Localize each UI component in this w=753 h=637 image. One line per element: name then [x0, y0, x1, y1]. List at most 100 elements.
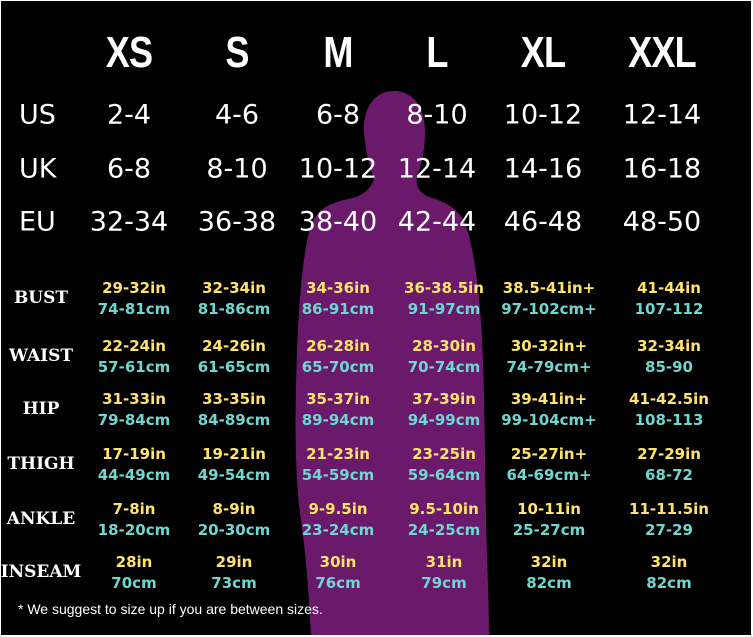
measurement-in-waist-m: 26-28in — [306, 337, 370, 355]
measurement-in-ankle-xs: 7-8in — [112, 500, 156, 518]
measurement-in-thigh-xxl: 27-29in — [637, 445, 701, 463]
measurement-in-inseam-xs: 28in — [115, 553, 153, 571]
size-value-us-xxl: 12-14 — [622, 99, 702, 131]
measurement-in-hip-s: 33-35in — [202, 390, 266, 408]
measurement-cm-waist-s: 61-65cm — [197, 358, 271, 376]
measurement-in-inseam-xl: 32in — [530, 553, 568, 571]
silhouette-shape — [295, 91, 489, 635]
size-value-us-s: 4-6 — [214, 99, 260, 131]
measurement-in-hip-xs: 31-33in — [102, 390, 166, 408]
measurement-cm-ankle-xl: 25-27cm — [512, 521, 586, 539]
measurement-in-bust-xxl: 41-44in — [637, 279, 701, 297]
size-value-eu-xxl: 48-50 — [622, 206, 702, 238]
measurement-cm-hip-xl: 99-104cm+ — [501, 411, 597, 429]
measurement-cm-thigh-l: 59-64cm — [407, 466, 481, 484]
measurement-cm-inseam-xxl: 82cm — [646, 574, 692, 592]
measurement-in-hip-xxl: 41-42.5in — [629, 390, 709, 408]
measurement-cm-thigh-xs: 44-49cm — [97, 466, 171, 484]
measurement-cm-inseam-s: 73cm — [211, 574, 257, 592]
size-value-uk-xl: 14-16 — [503, 153, 583, 185]
size-label-m: M — [323, 28, 353, 77]
size-label-l: L — [426, 28, 448, 77]
measurement-cm-inseam-xl: 82cm — [526, 574, 572, 592]
measurement-in-inseam-xxl: 32in — [650, 553, 688, 571]
measurement-in-ankle-xxl: 11-11.5in — [629, 500, 709, 518]
size-label-xl: XL — [520, 28, 566, 77]
measurement-label-thigh: THIGH — [7, 454, 75, 474]
measurement-cm-ankle-s: 20-30cm — [197, 521, 271, 539]
measurement-in-inseam-s: 29in — [215, 553, 253, 571]
measurement-in-bust-xs: 29-32in — [102, 279, 166, 297]
size-value-eu-xs: 32-34 — [89, 206, 169, 238]
measurement-in-inseam-m: 30in — [319, 553, 357, 571]
measurement-cm-inseam-l: 79cm — [421, 574, 467, 592]
size-value-uk-l: 12-14 — [397, 153, 477, 185]
measurement-in-thigh-xl: 25-27in+ — [510, 445, 588, 463]
measurement-cm-thigh-xxl: 68-72 — [645, 466, 693, 484]
measurement-cm-waist-xl: 74-79cm+ — [506, 358, 592, 376]
measurement-in-thigh-s: 19-21in — [202, 445, 266, 463]
size-value-eu-l: 42-44 — [397, 206, 477, 238]
region-label-us: US — [19, 99, 56, 131]
measurement-cm-hip-xxl: 108-113 — [634, 411, 704, 429]
measurement-cm-ankle-l: 24-25cm — [407, 521, 481, 539]
measurement-in-waist-s: 24-26in — [202, 337, 266, 355]
measurement-in-inseam-l: 31in — [425, 553, 463, 571]
measurement-in-waist-xs: 22-24in — [102, 337, 166, 355]
measurement-cm-hip-xs: 79-84cm — [97, 411, 171, 429]
measurement-cm-thigh-xl: 64-69cm+ — [506, 466, 592, 484]
measurement-in-hip-m: 35-37in — [306, 390, 370, 408]
measurement-in-ankle-m: 9-9.5in — [308, 500, 368, 518]
size-value-uk-xs: 6-8 — [106, 153, 152, 185]
measurement-cm-thigh-s: 49-54cm — [197, 466, 271, 484]
measurement-in-hip-l: 37-39in — [412, 390, 476, 408]
measurement-cm-bust-s: 81-86cm — [197, 300, 271, 318]
measurement-in-thigh-l: 23-25in — [412, 445, 476, 463]
measurement-cm-ankle-xxl: 27-29 — [645, 521, 693, 539]
measurement-in-bust-xl: 38.5-41in+ — [502, 279, 596, 297]
size-value-us-xs: 2-4 — [106, 99, 152, 131]
measurement-label-bust: BUST — [13, 288, 69, 308]
size-value-eu-xl: 46-48 — [503, 206, 583, 238]
measurement-cm-waist-m: 65-70cm — [301, 358, 375, 376]
measurement-in-waist-xl: 30-32in+ — [510, 337, 588, 355]
measurement-cm-waist-xs: 57-61cm — [97, 358, 171, 376]
measurement-cm-ankle-m: 23-24cm — [301, 521, 375, 539]
size-label-xxl: XXL — [628, 28, 697, 77]
size-value-us-m: 6-8 — [315, 99, 361, 131]
measurement-in-hip-xl: 39-41in+ — [510, 390, 588, 408]
measurement-in-bust-s: 32-34in — [202, 279, 266, 297]
measurement-cm-waist-l: 70-74cm — [407, 358, 481, 376]
size-value-eu-m: 38-40 — [298, 206, 378, 238]
measurement-cm-inseam-xs: 70cm — [111, 574, 157, 592]
size-up-footnote: * We suggest to size up if you are betwe… — [18, 601, 323, 617]
region-label-uk: UK — [19, 153, 57, 185]
size-value-uk-xxl: 16-18 — [622, 153, 702, 185]
size-value-uk-s: 8-10 — [206, 153, 268, 185]
measurement-cm-hip-m: 89-94cm — [301, 411, 375, 429]
measurement-cm-bust-xxl: 107-112 — [634, 300, 704, 318]
measurement-cm-inseam-m: 76cm — [315, 574, 361, 592]
measurement-in-bust-l: 36-38.5in — [404, 279, 484, 297]
measurement-cm-thigh-m: 54-59cm — [301, 466, 375, 484]
measurement-in-ankle-s: 8-9in — [212, 500, 256, 518]
measurement-label-ankle: ANKLE — [6, 509, 76, 529]
region-label-eu: EU — [19, 206, 56, 238]
size-value-us-l: 8-10 — [406, 99, 468, 131]
measurement-cm-ankle-xs: 18-20cm — [97, 521, 171, 539]
measurement-cm-hip-s: 84-89cm — [197, 411, 271, 429]
measurement-in-ankle-xl: 10-11in — [517, 500, 581, 518]
measurement-cm-waist-xxl: 85-90 — [645, 358, 693, 376]
measurement-cm-bust-m: 86-91cm — [301, 300, 375, 318]
measurement-label-hip: HIP — [22, 399, 60, 419]
size-value-eu-s: 36-38 — [197, 206, 277, 238]
size-label-s: S — [225, 28, 249, 77]
size-value-us-xl: 10-12 — [503, 99, 583, 131]
measurement-in-thigh-xs: 17-19in — [102, 445, 166, 463]
measurement-label-waist: WAIST — [8, 346, 74, 366]
measurement-in-waist-l: 28-30in — [412, 337, 476, 355]
measurement-label-inseam: INSEAM — [1, 562, 82, 582]
measurement-in-thigh-m: 21-23in — [306, 445, 370, 463]
